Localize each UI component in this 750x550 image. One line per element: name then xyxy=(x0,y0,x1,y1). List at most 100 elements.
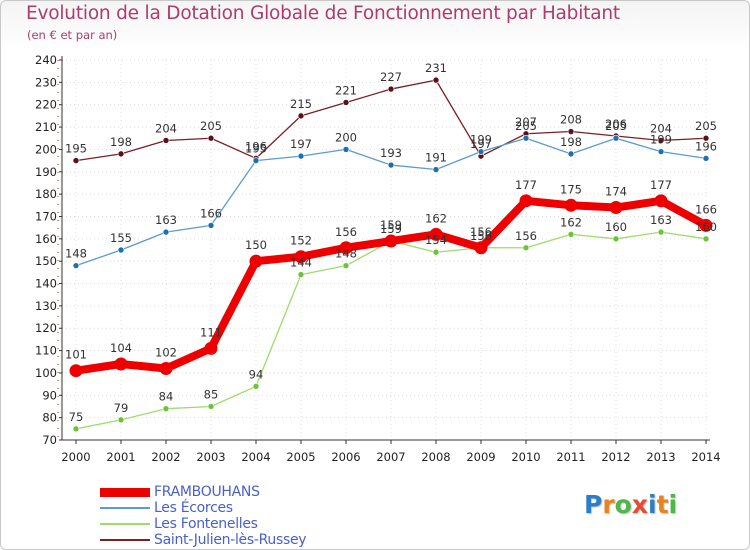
data-label-les-fontenelles: 154 xyxy=(425,233,447,247)
x-tick-label: 2005 xyxy=(286,450,315,464)
data-point-les-corces xyxy=(207,222,215,229)
x-tick-label: 2007 xyxy=(376,450,405,464)
y-tick-label: 110 xyxy=(35,344,57,358)
data-label-saint-julien-l-s-russey: 197 xyxy=(470,137,492,151)
data-label-frambouhans: 150 xyxy=(245,238,267,252)
x-tick-label: 2000 xyxy=(61,450,90,464)
data-label-les-fontenelles: 79 xyxy=(114,401,129,415)
data-point-les-corces xyxy=(477,148,485,155)
data-point-saint-julien-l-s-russey xyxy=(207,134,215,142)
x-tick-label: 2012 xyxy=(601,450,630,464)
data-label-les-fontenelles: 162 xyxy=(560,215,582,229)
y-tick-label: 140 xyxy=(35,277,57,291)
data-point-saint-julien-l-s-russey xyxy=(567,128,575,135)
data-label-frambouhans: 156 xyxy=(470,225,492,239)
data-point-frambouhans xyxy=(564,198,578,212)
data-label-les-fontenelles: 156 xyxy=(515,229,537,243)
legend-label: Les Écorces xyxy=(154,500,233,516)
data-point-les-fontenelles xyxy=(297,271,305,278)
legend-label: Les Fontenelles xyxy=(154,516,258,532)
y-tick-label: 150 xyxy=(35,254,57,268)
legend-swatch xyxy=(100,523,150,525)
data-label-saint-julien-l-s-russey: 196 xyxy=(245,139,267,153)
y-tick-label: 200 xyxy=(35,142,57,156)
data-point-les-fontenelles xyxy=(72,425,80,433)
data-label-saint-julien-l-s-russey: 198 xyxy=(110,135,132,149)
data-point-les-corces xyxy=(702,155,710,162)
data-point-les-corces xyxy=(117,246,125,254)
data-point-saint-julien-l-s-russey xyxy=(702,134,710,142)
legend-label: FRAMBOUHANS xyxy=(154,484,260,500)
data-label-les-corces: 163 xyxy=(155,213,177,227)
data-label-les-corces: 196 xyxy=(695,139,717,153)
y-tick-label: 220 xyxy=(35,98,57,112)
x-tick-label: 2004 xyxy=(241,450,270,464)
data-point-frambouhans xyxy=(159,361,173,375)
legend-swatch xyxy=(100,488,150,497)
data-label-les-fontenelles: 84 xyxy=(159,390,174,404)
x-tick-label: 2013 xyxy=(646,450,675,464)
data-point-frambouhans xyxy=(699,218,713,232)
data-point-les-corces xyxy=(612,134,620,142)
data-label-les-corces: 148 xyxy=(65,247,87,261)
y-tick-label: 90 xyxy=(42,388,57,402)
data-point-saint-julien-l-s-russey xyxy=(657,137,665,144)
x-tick-label: 2006 xyxy=(331,450,360,464)
data-label-frambouhans: 162 xyxy=(425,211,447,225)
y-tick-label: 230 xyxy=(35,75,57,89)
data-label-les-fontenelles: 159 xyxy=(380,222,402,236)
x-tick-label: 2014 xyxy=(691,450,720,464)
x-tick-label: 2001 xyxy=(106,450,135,464)
y-tick-label: 170 xyxy=(35,209,57,223)
data-point-les-fontenelles xyxy=(252,383,260,390)
data-point-frambouhans xyxy=(114,357,128,371)
data-point-les-corces xyxy=(297,152,305,160)
data-point-frambouhans xyxy=(294,250,308,264)
data-point-les-fontenelles xyxy=(432,248,440,256)
data-point-les-fontenelles xyxy=(567,231,575,238)
data-label-frambouhans: 174 xyxy=(605,185,627,199)
data-label-les-corces: 191 xyxy=(425,151,447,165)
data-label-saint-julien-l-s-russey: 227 xyxy=(380,70,402,84)
y-tick-label: 160 xyxy=(35,232,57,246)
data-label-les-fontenelles: 163 xyxy=(650,213,672,227)
data-label-les-fontenelles: 94 xyxy=(249,367,264,381)
data-label-saint-julien-l-s-russey: 208 xyxy=(560,113,582,127)
y-tick-label: 240 xyxy=(35,53,57,67)
data-point-les-fontenelles xyxy=(207,403,215,410)
data-label-les-corces: 193 xyxy=(380,146,402,160)
data-point-les-fontenelles xyxy=(162,405,170,413)
data-label-les-fontenelles: 160 xyxy=(605,220,627,234)
data-label-les-fontenelles: 148 xyxy=(335,247,357,261)
logo-letter: o xyxy=(614,490,632,519)
logo-letter: t xyxy=(656,490,669,519)
data-label-frambouhans: 101 xyxy=(65,348,87,362)
data-label-frambouhans: 104 xyxy=(110,341,132,355)
data-label-frambouhans: 111 xyxy=(200,325,222,339)
data-point-saint-julien-l-s-russey xyxy=(342,99,350,106)
data-label-saint-julien-l-s-russey: 221 xyxy=(335,83,357,97)
chart-title: Evolution de la Dotation Globale de Fonc… xyxy=(26,3,620,24)
data-point-frambouhans xyxy=(654,194,668,208)
y-tick-label: 80 xyxy=(42,411,57,425)
data-label-frambouhans: 156 xyxy=(335,225,357,239)
data-label-saint-julien-l-s-russey: 206 xyxy=(605,117,627,131)
data-label-les-corces: 197 xyxy=(290,137,312,151)
data-point-saint-julien-l-s-russey xyxy=(162,137,170,144)
data-point-frambouhans xyxy=(474,241,488,255)
x-tick-label: 2010 xyxy=(511,450,540,464)
data-point-les-fontenelles xyxy=(342,262,350,269)
data-point-les-fontenelles xyxy=(522,244,530,252)
logo-letter: P xyxy=(584,490,603,519)
data-label-saint-julien-l-s-russey: 205 xyxy=(695,119,717,133)
chart-subtitle: (en € et par an) xyxy=(27,28,118,42)
data-point-saint-julien-l-s-russey xyxy=(72,157,80,164)
y-tick-label: 210 xyxy=(35,120,57,134)
data-label-les-corces: 199 xyxy=(470,133,492,147)
data-label-les-corces: 199 xyxy=(650,133,672,147)
data-label-les-corces: 205 xyxy=(515,119,537,133)
data-point-saint-julien-l-s-russey xyxy=(297,112,305,120)
logo-letter: i xyxy=(668,490,678,519)
